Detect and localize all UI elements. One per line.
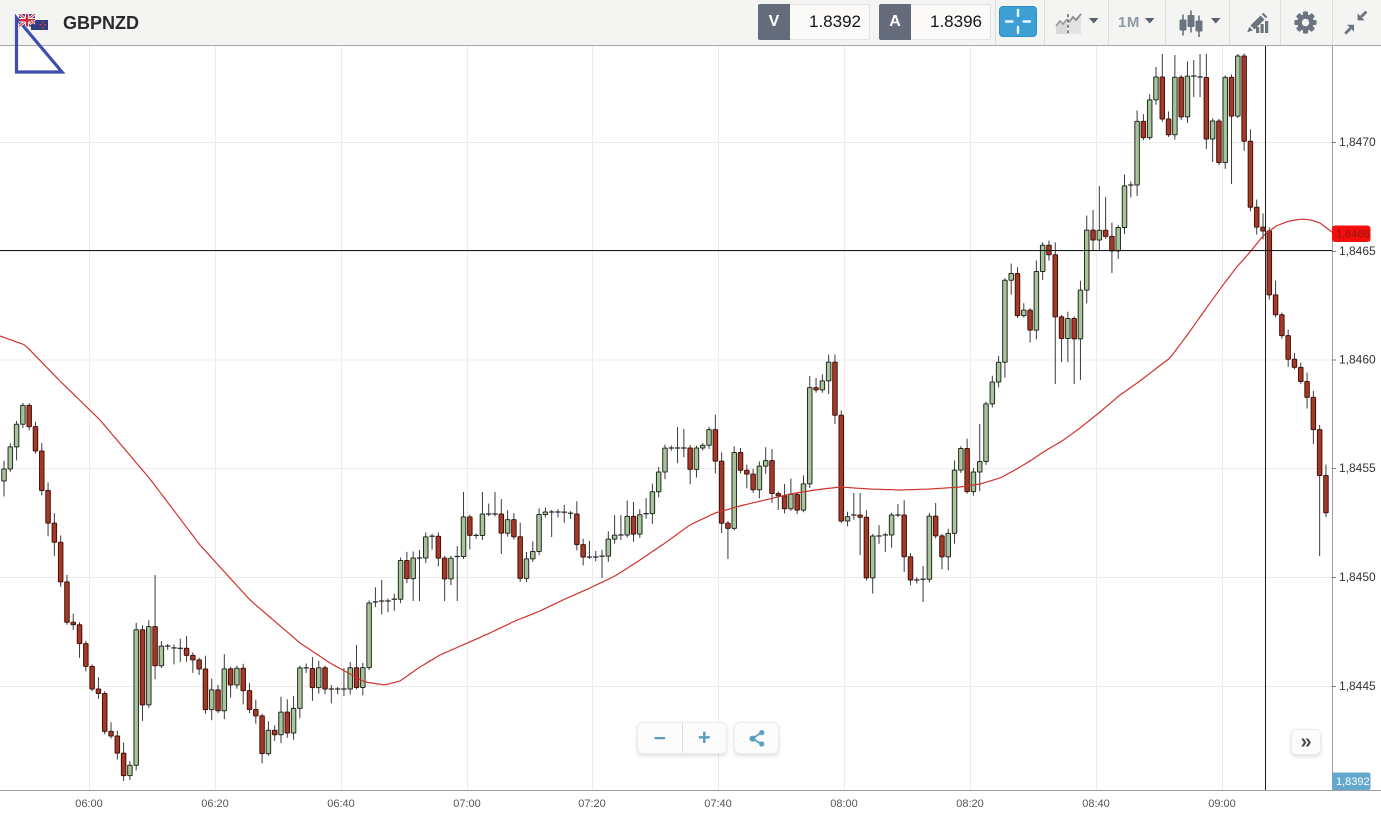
svg-text:09:00: 09:00 bbox=[1208, 798, 1236, 810]
svg-text:1,8392: 1,8392 bbox=[1336, 776, 1370, 788]
svg-text:08:00: 08:00 bbox=[830, 798, 858, 810]
svg-text:07:40: 07:40 bbox=[704, 798, 732, 810]
svg-text:1,8460: 1,8460 bbox=[1339, 353, 1376, 367]
svg-text:06:40: 06:40 bbox=[327, 798, 355, 810]
svg-text:07:20: 07:20 bbox=[578, 798, 606, 810]
svg-text:08:20: 08:20 bbox=[956, 798, 984, 810]
svg-text:1,8466: 1,8466 bbox=[1336, 229, 1370, 241]
svg-text:07:00: 07:00 bbox=[453, 798, 481, 810]
svg-text:06:00: 06:00 bbox=[75, 798, 103, 810]
svg-text:1,8470: 1,8470 bbox=[1339, 135, 1376, 149]
svg-text:1,8445: 1,8445 bbox=[1339, 679, 1376, 693]
svg-text:08:40: 08:40 bbox=[1082, 798, 1110, 810]
svg-text:06:20: 06:20 bbox=[201, 798, 229, 810]
svg-text:1,8450: 1,8450 bbox=[1339, 570, 1376, 584]
svg-text:1,8455: 1,8455 bbox=[1339, 461, 1376, 475]
svg-text:1,8465: 1,8465 bbox=[1339, 244, 1376, 258]
